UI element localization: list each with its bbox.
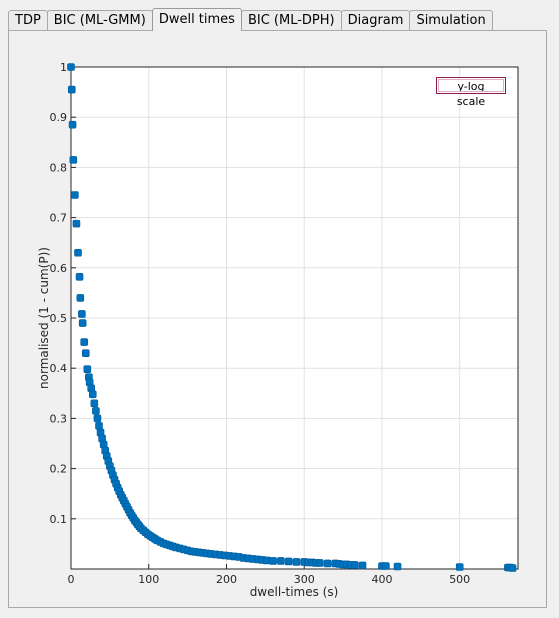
axes-box [70, 66, 519, 570]
x-tick-label: 500 [449, 573, 470, 586]
data-point [71, 191, 79, 199]
data-point [292, 558, 301, 566]
x-tick-label: 100 [138, 573, 159, 586]
y-tick-label: 0.7 [50, 212, 68, 225]
data-point [93, 414, 102, 423]
y-tick-label: 0.6 [50, 262, 68, 275]
tab-diagram[interactable]: Diagram [340, 10, 411, 31]
x-tick-labels: 0 100 200 300 400 500 [68, 573, 471, 586]
data-point [269, 557, 277, 565]
data-point [92, 407, 100, 415]
y-log-scale-button[interactable]: y-log scale [436, 77, 506, 108]
data-point [74, 248, 82, 257]
data-point [315, 559, 324, 567]
y-tick-label: 0.4 [50, 362, 68, 375]
data-point [508, 564, 517, 572]
y-axis-label: normalised (1 - cum(P)) [37, 247, 51, 389]
tab-bic-ml-dph[interactable]: BIC (ML-DPH) [240, 10, 342, 31]
data-point [75, 273, 84, 281]
y-tick-label: 1 [60, 61, 67, 74]
y-tick-label: 0.2 [50, 463, 68, 476]
data-points [67, 63, 517, 572]
y-tick-label: 0.5 [50, 312, 68, 325]
x-axis-label: dwell-times (s) [250, 585, 339, 599]
data-point [67, 85, 76, 94]
data-point [358, 561, 367, 570]
data-point [95, 422, 103, 430]
tab-dwell-times[interactable]: Dwell times [151, 8, 242, 31]
tab-simulation[interactable]: Simulation [409, 10, 493, 31]
x-tick-label: 400 [371, 573, 392, 586]
data-point [323, 559, 332, 568]
data-point [68, 120, 77, 129]
data-point [88, 390, 97, 399]
data-point [67, 63, 75, 71]
data-point [393, 562, 402, 571]
tab-bic-ml-gmm[interactable]: BIC (ML-GMM) [46, 10, 153, 31]
x-tick-label: 300 [294, 573, 315, 586]
y-tick-label: 0.8 [50, 161, 68, 174]
data-point [90, 399, 99, 408]
y-tick-label: 0.3 [50, 412, 68, 425]
y-tick-label: 0.9 [50, 111, 68, 124]
data-point [78, 310, 86, 318]
x-tick-label: 0 [68, 573, 75, 586]
data-point [72, 219, 81, 228]
data-point [382, 562, 390, 570]
y-tick-labels: 0.1 0.2 0.3 0.4 0.5 0.6 0.7 0.8 0.9 1 [50, 61, 68, 526]
axes-frame [70, 66, 519, 570]
data-point [80, 338, 89, 346]
data-point [76, 294, 85, 302]
data-point [277, 557, 285, 565]
grid-lines [71, 67, 518, 569]
tab-bar: TDP BIC (ML-GMM) Dwell times BIC (ML-DPH) Di… [8, 8, 493, 31]
data-point [284, 557, 293, 566]
data-point [455, 563, 464, 571]
x-tick-label: 200 [216, 573, 237, 586]
y-tick-label: 0.1 [50, 513, 68, 526]
data-point [78, 319, 87, 327]
data-point [83, 365, 92, 374]
data-point [81, 349, 90, 357]
data-point [69, 156, 78, 164]
data-point [350, 561, 359, 569]
